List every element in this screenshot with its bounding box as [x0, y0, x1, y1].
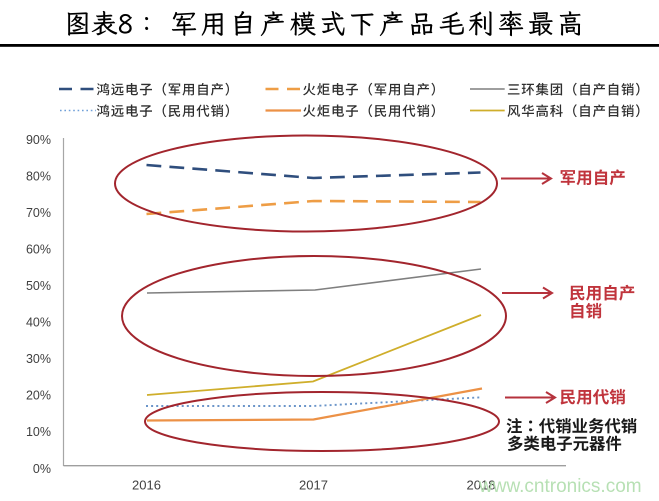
svg-text:60%: 60%	[26, 243, 51, 257]
svg-text:30%: 30%	[26, 352, 51, 366]
svg-text:2017: 2017	[299, 478, 328, 493]
svg-text:2018: 2018	[467, 478, 496, 493]
svg-text:www.cntronics.com: www.cntronics.com	[478, 476, 642, 497]
svg-text:0%: 0%	[33, 462, 51, 476]
svg-text:2016: 2016	[132, 478, 161, 493]
svg-text:50%: 50%	[26, 279, 51, 293]
svg-text:90%: 90%	[26, 133, 51, 147]
svg-text:70%: 70%	[26, 206, 51, 220]
svg-text:10%: 10%	[26, 425, 51, 439]
svg-text:40%: 40%	[26, 316, 51, 330]
svg-text:80%: 80%	[26, 170, 51, 184]
svg-text:20%: 20%	[26, 389, 51, 403]
